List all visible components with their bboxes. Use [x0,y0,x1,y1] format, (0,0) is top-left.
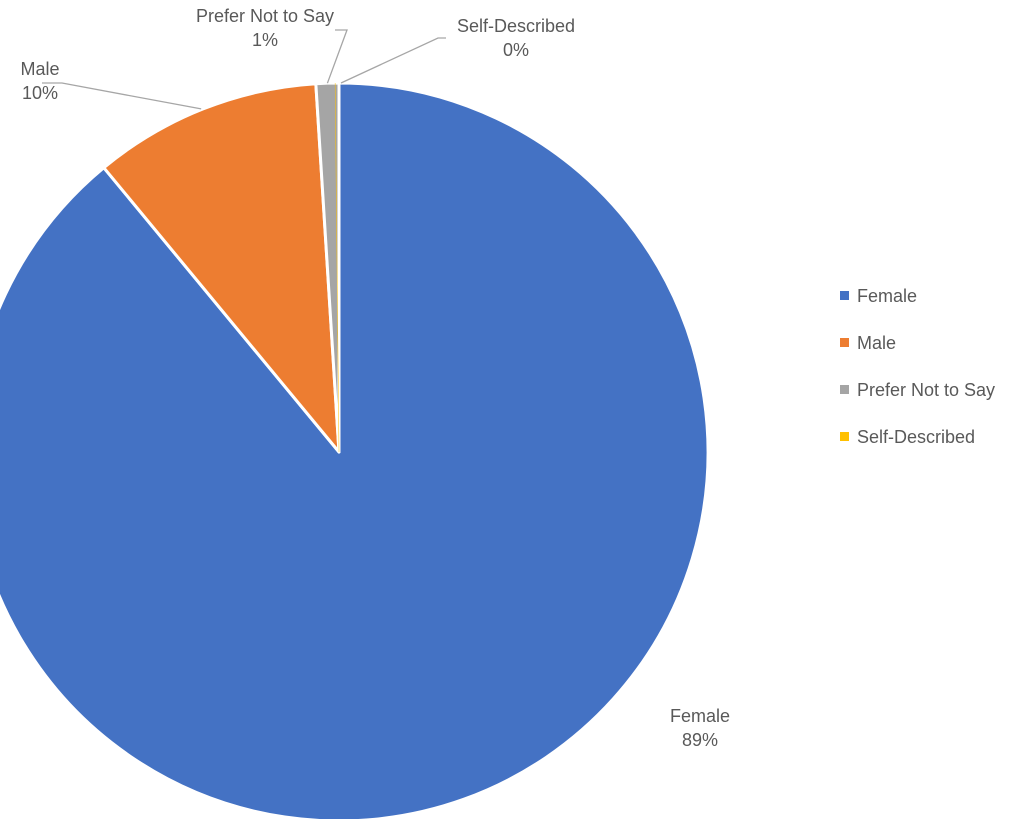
legend-swatch-female [840,291,849,300]
legend-swatch-male [840,338,849,347]
data-label-name-self-described: Self-Described [457,16,575,36]
data-label-self-described: Self-Described 0% [457,16,575,60]
pie-slices [0,81,710,819]
legend-swatch-self-described [840,432,849,441]
leader-line-prefer-not-to-say [326,29,348,84]
legend-swatch-prefer-not-to-say [840,385,849,394]
leader-line-self-described [340,37,446,84]
legend-label-self-described[interactable]: Self-Described [857,427,975,447]
data-labels: Female 89% Male 10% Prefer Not to Say 1% Self-… [20,6,730,750]
data-label-male: Male 10% [20,59,59,103]
legend: Female Male Prefer Not to Say Self-Describe… [840,286,995,447]
slice-prefer-not-to-say[interactable] [314,81,341,454]
legend-label-female[interactable]: Female [857,286,917,306]
data-label-name-male: Male [20,59,59,79]
data-label-female: Female 89% [670,706,730,750]
legend-label-male[interactable]: Male [857,333,896,353]
slice-male[interactable] [102,82,341,454]
data-label-name-female: Female [670,706,730,726]
legend-label-prefer-not-to-say[interactable]: Prefer Not to Say [857,380,995,400]
leader-lines [42,29,446,110]
data-label-name-prefer-not-to-say: Prefer Not to Say [196,6,334,26]
data-label-value-male: 10% [22,83,58,103]
data-label-value-female: 89% [682,730,718,750]
leader-line-male [42,82,202,110]
data-label-value-self-described: 0% [503,40,529,60]
data-label-value-prefer-not-to-say: 1% [252,30,278,50]
data-label-prefer-not-to-say: Prefer Not to Say 1% [196,6,334,50]
slice-self-described [334,83,340,453]
slice-female[interactable] [0,81,710,819]
